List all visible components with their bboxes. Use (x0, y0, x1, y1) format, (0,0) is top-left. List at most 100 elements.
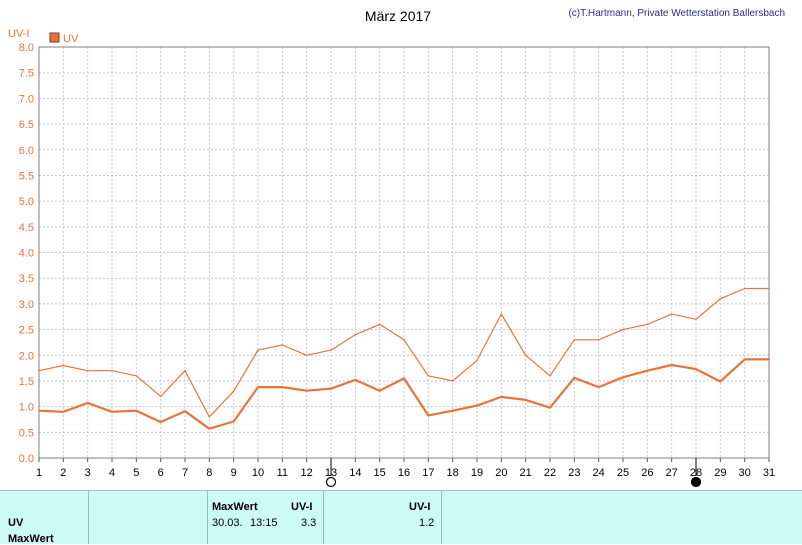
data-point-mean (208, 427, 211, 430)
data-point-max (622, 328, 624, 331)
data-point-mean (62, 410, 65, 413)
data-point-mean (184, 410, 186, 413)
x-tick-label: 15 (374, 467, 386, 479)
maxwert-date: 30.03. (212, 517, 243, 529)
x-tick-label: 22 (544, 467, 556, 479)
full-moon-icon (325, 476, 337, 488)
x-tick-label: 2 (60, 467, 66, 479)
data-point-max (670, 313, 673, 315)
y-tick-label: 1.5 (19, 376, 34, 388)
data-point-mean (38, 409, 40, 412)
uvi-value-2: 1.2 (419, 517, 435, 529)
data-point-max (597, 339, 600, 341)
y-tick-label: 7.5 (19, 68, 34, 80)
data-point-max (768, 287, 770, 290)
y-tick-label: 6.0 (19, 145, 34, 157)
data-point-max (257, 349, 259, 351)
y-tick-label: 1.0 (19, 402, 34, 414)
y-tick-label: 4.5 (19, 222, 34, 234)
x-tick-label: 1 (36, 467, 42, 479)
data-point-max (330, 349, 332, 351)
data-point-mean (573, 377, 576, 379)
x-tick-label: 27 (666, 467, 678, 479)
x-tick-label: 9 (231, 467, 237, 479)
x-tick-label: 11 (277, 467, 288, 479)
data-point-max (451, 380, 454, 382)
data-point-max (403, 339, 405, 341)
x-tick-label: 4 (109, 467, 115, 479)
data-point-max (743, 287, 746, 290)
data-point-max (549, 375, 551, 377)
legend-swatch (49, 32, 60, 43)
data-point-max (695, 318, 697, 321)
uv-line-chart: März 2017 (c)T.Hartmann, Private Wetters… (8, 8, 785, 488)
x-tick-label: 5 (133, 467, 139, 479)
data-point-max (476, 359, 478, 362)
data-point-max (281, 344, 284, 346)
data-point-max (232, 390, 235, 393)
data-point-mean (305, 389, 308, 392)
y-tick-label: 3.5 (19, 273, 34, 285)
x-tick-label: 25 (617, 467, 629, 479)
data-point-max (159, 395, 162, 398)
uvi-header-1: UV-I (291, 501, 313, 513)
data-point-max (38, 369, 40, 372)
x-tick-label: 8 (206, 467, 212, 479)
data-point-mean (743, 358, 746, 361)
data-point-mean (719, 380, 722, 383)
uvi-header-2: UV-I (409, 501, 431, 513)
data-point-max (135, 375, 138, 377)
x-tick-label: 14 (349, 467, 361, 479)
x-tick-label: 7 (182, 467, 188, 479)
data-point-mean (135, 409, 138, 412)
data-point-mean (549, 406, 551, 409)
data-point-mean (111, 410, 113, 413)
x-tick-label: 26 (641, 467, 653, 479)
x-tick-label: 10 (252, 467, 264, 479)
x-tick-label: 18 (447, 467, 459, 479)
x-tick-label: 31 (763, 467, 775, 479)
y-tick-label: 2.5 (19, 325, 34, 337)
data-point-max (500, 313, 503, 315)
x-tick-label: 24 (593, 467, 605, 479)
data-point-max (354, 333, 357, 336)
x-tick-label: 17 (422, 467, 434, 479)
legend-label: UV (63, 33, 79, 45)
x-tick-label: 23 (568, 467, 580, 479)
y-tick-label: 3.0 (19, 299, 34, 311)
data-point-max (62, 364, 65, 367)
x-tick-label: 12 (301, 467, 313, 479)
y-tick-label: 7.0 (19, 93, 34, 105)
uvi-cell (324, 491, 442, 544)
copyright-text: (c)T.Hartmann, Private Wetterstation Bal… (568, 8, 785, 19)
y-tick-label: 6.5 (19, 119, 34, 131)
data-point-max (378, 323, 381, 326)
maxwert-time: 13:15 (250, 517, 278, 529)
row-label-uv: UV (8, 517, 24, 529)
data-point-mean (695, 368, 697, 370)
data-point-max (524, 354, 527, 357)
data-point-max (208, 416, 211, 418)
data-point-mean (354, 379, 357, 381)
data-point-max (86, 369, 89, 372)
data-point-mean (500, 396, 503, 398)
data-point-mean (524, 399, 527, 401)
data-point-mean (451, 409, 454, 412)
data-point-max (427, 375, 430, 377)
empty-cell (89, 491, 208, 544)
maxwert-cell (208, 491, 324, 544)
data-point-mean (330, 387, 332, 390)
x-tick-label: 19 (471, 467, 483, 479)
row-label-cell (0, 491, 89, 544)
data-point-mean (597, 386, 600, 388)
data-point-mean (232, 420, 235, 423)
y-tick-label: 0.0 (19, 453, 34, 465)
y-tick-label: 0.5 (19, 427, 34, 439)
x-tick-label: 20 (495, 467, 507, 479)
data-point-max (573, 339, 576, 341)
maxwert-header: MaxWert (212, 501, 258, 513)
chart-title: März 2017 (365, 8, 431, 24)
data-point-mean (378, 389, 381, 392)
data-point-mean (622, 376, 624, 379)
data-point-mean (159, 421, 162, 423)
